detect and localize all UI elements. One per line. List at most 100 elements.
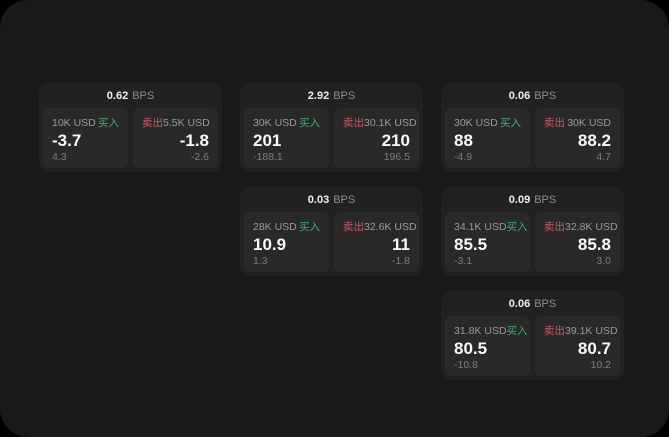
buy-sub-value: 4.3: [52, 150, 67, 163]
sell-size-label: 30K USD: [567, 116, 611, 129]
sell-tag: 卖出: [343, 117, 364, 129]
quote-card-body: 10K USD 买入 -3.7 4.3 卖出 5.5K USD -1.8 -2.…: [39, 108, 222, 172]
buy-panel-top: 34.1K USD 买入: [454, 219, 528, 234]
sell-panel[interactable]: 卖出 5.5K USD -1.8 -2.6: [133, 108, 218, 168]
quote-card: 0.03 BPS 28K USD 买入 10.9 1.3 卖出 32.6K US…: [240, 187, 423, 276]
sell-panel[interactable]: 卖出 30K USD 88.2 4.7: [535, 108, 620, 168]
buy-sub-value: -3.1: [454, 254, 473, 267]
sell-sub-value: 196.5: [383, 150, 410, 163]
quote-card-body: 30K USD 买入 88 -4.9 卖出 30K USD 88.2 4.7: [441, 108, 624, 172]
sell-sub-value: 3.0: [596, 254, 611, 267]
sell-size-label: 5.5K USD: [163, 116, 210, 129]
quote-card-body: 31.8K USD 买入 80.5 -10.8 卖出 39.1K USD 80.…: [441, 316, 624, 380]
sell-size-label: 39.1K USD: [565, 324, 618, 337]
bps-value: 2.92: [307, 90, 330, 102]
sell-price-value: 85.8: [577, 235, 611, 255]
quote-card-body: 30K USD 买入 201 -188.1 卖出 30.1K USD 210 1…: [240, 108, 423, 172]
buy-panel[interactable]: 10K USD 买入 -3.7 4.3: [43, 108, 128, 168]
quote-card: 2.92 BPS 30K USD 买入 201 -188.1 卖出 30.1K …: [240, 83, 423, 172]
bps-unit-label: BPS: [534, 90, 557, 102]
sell-tag: 卖出: [544, 221, 565, 233]
quote-card: 0.09 BPS 34.1K USD 买入 85.5 -3.1 卖出 32.8K…: [441, 187, 624, 276]
sell-sub-value: 4.7: [596, 150, 611, 163]
bps-unit-label: BPS: [333, 194, 356, 206]
bps-unit-label: BPS: [333, 90, 356, 102]
quote-card-body: 28K USD 买入 10.9 1.3 卖出 32.6K USD 11 -1.8: [240, 212, 423, 276]
buy-tag: 买入: [299, 117, 320, 129]
buy-sub-value: -4.9: [454, 150, 473, 163]
sell-panel[interactable]: 卖出 32.6K USD 11 -1.8: [334, 212, 419, 272]
buy-price-value: 80.5: [454, 339, 488, 359]
bps-value: 0.06: [508, 90, 531, 102]
bps-header: 0.06 BPS: [441, 83, 624, 108]
sell-panel-top: 卖出 30K USD: [544, 115, 611, 130]
buy-panel[interactable]: 28K USD 买入 10.9 1.3: [244, 212, 329, 272]
quote-card: 0.06 BPS 30K USD 买入 88 -4.9 卖出 30K USD 8…: [441, 83, 624, 172]
sell-panel[interactable]: 卖出 39.1K USD 80.7 10.2: [535, 316, 620, 376]
buy-panel-top: 30K USD 买入: [253, 115, 320, 130]
bps-header: 0.06 BPS: [441, 291, 624, 316]
bps-value: 0.03: [307, 194, 330, 206]
sell-panel-top: 卖出 32.8K USD: [544, 219, 618, 234]
buy-panel[interactable]: 34.1K USD 买入 85.5 -3.1: [445, 212, 530, 272]
sell-size-label: 32.6K USD: [364, 220, 417, 233]
sell-size-label: 32.8K USD: [565, 220, 618, 233]
sell-tag: 卖出: [544, 117, 565, 129]
buy-size-label: 30K USD: [454, 116, 498, 129]
buy-sub-value: 1.3: [253, 254, 268, 267]
sell-panel-top: 卖出 32.6K USD: [343, 219, 417, 234]
bps-header: 0.09 BPS: [441, 187, 624, 212]
sell-price-value: 80.7: [577, 339, 611, 359]
buy-price-value: 10.9: [253, 235, 287, 255]
sell-price-value: -1.8: [179, 131, 209, 151]
bps-header: 0.03 BPS: [240, 187, 423, 212]
sell-price-value: 88.2: [577, 131, 611, 151]
buy-panel-top: 10K USD 买入: [52, 115, 119, 130]
bps-value: 0.06: [508, 298, 531, 310]
sell-sub-value: 10.2: [590, 358, 611, 371]
sell-tag: 卖出: [343, 221, 364, 233]
bps-value: 0.62: [106, 90, 129, 102]
sell-panel-top: 卖出 5.5K USD: [142, 115, 210, 130]
sell-panel-top: 卖出 39.1K USD: [544, 323, 618, 338]
buy-tag: 买入: [506, 221, 528, 233]
sell-panel[interactable]: 卖出 32.8K USD 85.8 3.0: [535, 212, 620, 272]
buy-tag: 买入: [98, 117, 119, 129]
buy-panel-top: 28K USD 买入: [253, 219, 320, 234]
buy-panel[interactable]: 30K USD 买入 88 -4.9: [445, 108, 530, 168]
bps-unit-label: BPS: [534, 194, 557, 206]
sell-sub-value: -2.6: [190, 150, 209, 163]
buy-sub-value: -10.8: [454, 358, 478, 371]
sell-price-value: 11: [392, 235, 410, 255]
sell-panel[interactable]: 卖出 30.1K USD 210 196.5: [334, 108, 419, 168]
buy-panel[interactable]: 31.8K USD 买入 80.5 -10.8: [445, 316, 530, 376]
quote-card: 0.06 BPS 31.8K USD 买入 80.5 -10.8 卖出 39.1…: [441, 291, 624, 380]
bps-value: 0.09: [508, 194, 531, 206]
bps-unit-label: BPS: [132, 90, 155, 102]
bps-unit-label: BPS: [534, 298, 557, 310]
bps-header: 2.92 BPS: [240, 83, 423, 108]
buy-sub-value: -188.1: [253, 150, 283, 163]
buy-tag: 买入: [299, 221, 320, 233]
quote-tile-grid: 0.62 BPS 10K USD 买入 -3.7 4.3 卖出 5.5K USD…: [39, 83, 624, 380]
buy-price-value: 88: [454, 131, 473, 151]
sell-price-value: 210: [381, 131, 410, 151]
quote-card: 0.62 BPS 10K USD 买入 -3.7 4.3 卖出 5.5K USD…: [39, 83, 222, 172]
buy-price-value: 85.5: [454, 235, 488, 255]
bps-header: 0.62 BPS: [39, 83, 222, 108]
buy-panel-top: 31.8K USD 买入: [454, 323, 528, 338]
buy-price-value: 201: [253, 131, 282, 151]
buy-size-label: 34.1K USD: [454, 220, 507, 233]
buy-tag: 买入: [500, 117, 521, 129]
buy-size-label: 30K USD: [253, 116, 297, 129]
buy-size-label: 10K USD: [52, 116, 96, 129]
buy-panel-top: 30K USD 买入: [454, 115, 521, 130]
quote-card-body: 34.1K USD 买入 85.5 -3.1 卖出 32.8K USD 85.8…: [441, 212, 624, 276]
buy-panel[interactable]: 30K USD 买入 201 -188.1: [244, 108, 329, 168]
sell-panel-top: 卖出 30.1K USD: [343, 115, 417, 130]
sell-size-label: 30.1K USD: [364, 116, 417, 129]
buy-tag: 买入: [506, 325, 528, 337]
buy-size-label: 31.8K USD: [454, 324, 507, 337]
sell-tag: 卖出: [544, 325, 565, 337]
